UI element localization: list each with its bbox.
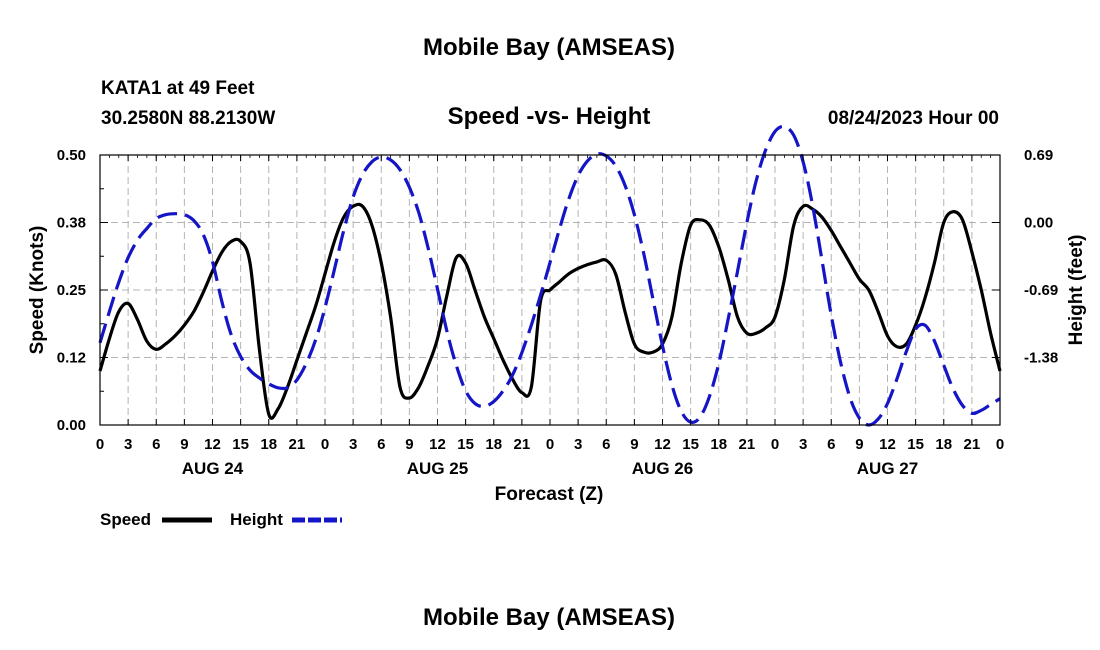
series-layer bbox=[98, 124, 1002, 427]
x-tick-label: 0 bbox=[96, 436, 104, 453]
x-tick-label: 15 bbox=[907, 436, 924, 453]
x-tick-label: 3 bbox=[799, 436, 807, 453]
y-axis-label-right: Height (feet) bbox=[1066, 235, 1087, 346]
x-tick-label: 6 bbox=[377, 436, 385, 453]
day-label: AUG 26 bbox=[632, 459, 693, 478]
day-label: AUG 24 bbox=[182, 459, 244, 478]
x-tick-label: 6 bbox=[602, 436, 610, 453]
y-axis-label-left: Speed (Knots) bbox=[27, 226, 48, 355]
y-tick-label-right: -1.38 bbox=[1024, 350, 1058, 367]
x-tick-label: 21 bbox=[964, 436, 981, 453]
y-tick-label-left: 0.00 bbox=[57, 417, 86, 434]
y-tick-label-left: 0.25 bbox=[57, 282, 86, 299]
x-tick-label: 9 bbox=[855, 436, 863, 453]
x-tick-label: 18 bbox=[485, 436, 502, 453]
x-tick-label: 0 bbox=[996, 436, 1004, 453]
series-line-speed bbox=[98, 202, 1002, 420]
x-tick-label: 3 bbox=[124, 436, 132, 453]
x-tick-label: 18 bbox=[710, 436, 727, 453]
x-tick-label: 18 bbox=[260, 436, 277, 453]
x-tick-label: 21 bbox=[514, 436, 531, 453]
y-tick-label-left: 0.38 bbox=[57, 215, 86, 232]
x-tick-label: 6 bbox=[152, 436, 160, 453]
x-tick-label: 12 bbox=[204, 436, 221, 453]
axis-ticks: 0 3 6 9 12 15 18 21 0 3 6 9 12 15 18 21 0 3 6 9 12 15 18 21 0 3 6 9… bbox=[57, 147, 1058, 478]
x-tick-label: 0 bbox=[546, 436, 554, 453]
x-tick-label: 15 bbox=[457, 436, 474, 453]
grid-lines bbox=[100, 155, 1000, 425]
x-tick-label: 0 bbox=[771, 436, 779, 453]
legend-label-speed: Speed bbox=[100, 510, 151, 529]
x-tick-label: 12 bbox=[879, 436, 896, 453]
x-tick-label: 21 bbox=[739, 436, 756, 453]
x-tick-label: 9 bbox=[405, 436, 413, 453]
y-tick-label-left: 0.12 bbox=[57, 350, 86, 367]
chart-title: Mobile Bay (AMSEAS) bbox=[423, 34, 675, 61]
legend-label-height: Height bbox=[230, 510, 283, 529]
x-tick-label: 15 bbox=[232, 436, 249, 453]
x-tick-label: 15 bbox=[682, 436, 699, 453]
footer-title: Mobile Bay (AMSEAS) bbox=[423, 604, 675, 631]
y-tick-label-right: 0.69 bbox=[1024, 147, 1053, 164]
x-axis-label: Forecast (Z) bbox=[495, 484, 604, 505]
series-line-height bbox=[98, 124, 1001, 427]
x-tick-label: 12 bbox=[429, 436, 446, 453]
x-tick-label: 6 bbox=[827, 436, 835, 453]
forecast-datetime: 08/24/2023 Hour 00 bbox=[828, 108, 999, 129]
x-tick-label: 9 bbox=[630, 436, 638, 453]
legend: Speed Height bbox=[100, 510, 342, 529]
y-tick-label-right: 0.00 bbox=[1024, 215, 1053, 232]
y-tick-label-left: 0.50 bbox=[57, 147, 86, 164]
x-tick-label: 3 bbox=[574, 436, 582, 453]
station-coords: 30.2580N 88.2130W bbox=[101, 108, 275, 129]
day-label: AUG 25 bbox=[407, 459, 468, 478]
x-tick-label: 9 bbox=[180, 436, 188, 453]
x-tick-label: 0 bbox=[321, 436, 329, 453]
x-tick-label: 3 bbox=[349, 436, 357, 453]
x-tick-label: 12 bbox=[654, 436, 671, 453]
day-label: AUG 27 bbox=[857, 459, 918, 478]
y-tick-label-right: -0.69 bbox=[1024, 282, 1058, 299]
chart-subtitle: Speed -vs- Height bbox=[448, 103, 651, 130]
station-label: KATA1 at 49 Feet bbox=[101, 78, 255, 99]
x-tick-label: 21 bbox=[289, 436, 306, 453]
x-tick-label: 18 bbox=[935, 436, 952, 453]
